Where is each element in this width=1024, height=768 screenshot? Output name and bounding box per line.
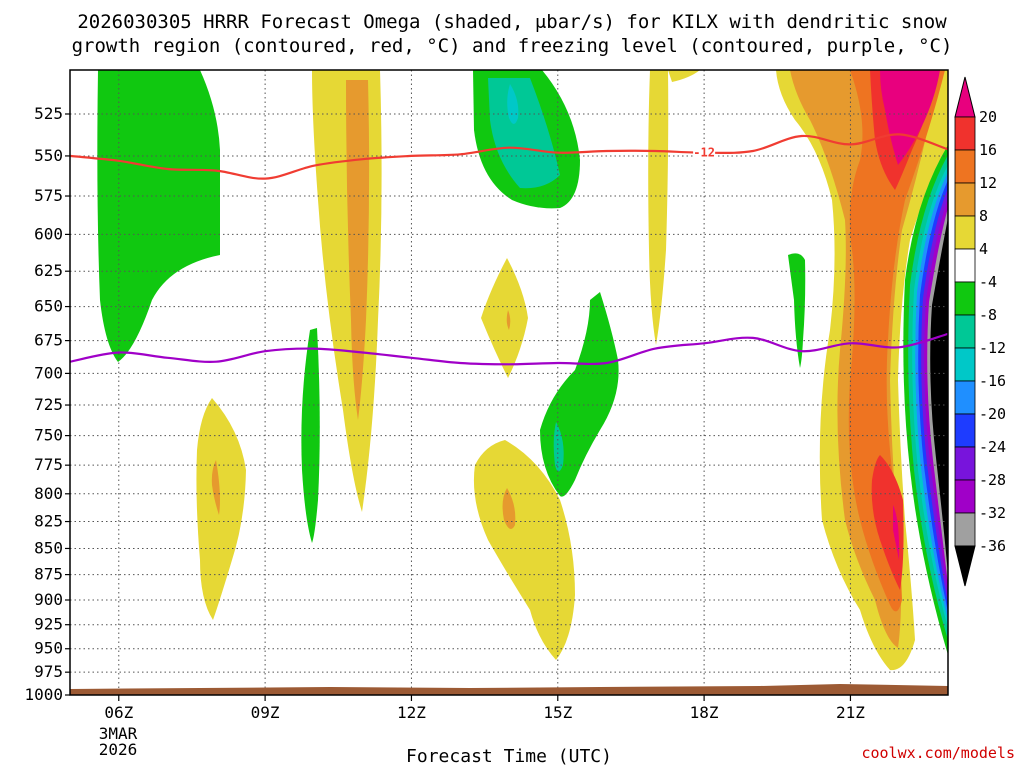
colorbar-swatch xyxy=(954,116,976,151)
dgz-contour-label: -12 xyxy=(693,146,715,160)
omega-area-yellow-diamond xyxy=(481,258,528,378)
y-tick-label: 950 xyxy=(34,639,63,658)
omega-area-green-column-a xyxy=(301,328,320,543)
freezing-level-contour-line xyxy=(70,332,948,366)
omega-area-magenta-late xyxy=(880,70,940,165)
colorbar-swatch xyxy=(954,380,976,415)
colorbar-label: -12 xyxy=(979,339,1006,357)
dgz-contour-line xyxy=(70,133,948,180)
y-tick-label: 750 xyxy=(34,426,63,445)
y-tick-label: 575 xyxy=(34,186,63,205)
omega-area-teal-upper-mid xyxy=(488,78,560,189)
colorbar-swatch xyxy=(954,446,976,481)
colorbar-swatch xyxy=(954,347,976,382)
credit-text: coolwx.com/models xyxy=(861,744,1015,762)
omega-area-yellow-lower-mid xyxy=(473,440,575,660)
omega-area-orange-lower-left xyxy=(211,460,220,515)
x-axis-title: Forecast Time (UTC) xyxy=(406,746,612,767)
grid-lines xyxy=(70,70,948,695)
chart-title-line-1: 2026030305 HRRR Forecast Omega (shaded, … xyxy=(77,11,947,33)
colorbar-swatch-top xyxy=(954,76,976,118)
omega-area-magenta-late-lower xyxy=(893,505,900,560)
x-tick-label: 09Z xyxy=(251,703,280,722)
y-tick-label: 825 xyxy=(34,512,63,531)
colorbar-label: -28 xyxy=(979,471,1006,489)
colorbar-label: 16 xyxy=(979,141,997,159)
omega-area-green-20z xyxy=(788,253,806,368)
colorbar-swatch xyxy=(954,215,976,250)
colorbar-label: 8 xyxy=(979,207,988,225)
colorbar-swatch xyxy=(954,479,976,514)
colorbar-swatch xyxy=(954,413,976,448)
y-tick-label: 675 xyxy=(34,331,63,350)
omega-area-yellow-17z-top xyxy=(668,70,700,82)
colorbar-swatch xyxy=(954,182,976,217)
colorbar-swatch xyxy=(954,281,976,316)
omega-area-teal-mid-column xyxy=(553,422,564,472)
omega-area-orange-column-1 xyxy=(346,80,370,420)
colorbar-label: 12 xyxy=(979,174,997,192)
colorbar-label: -24 xyxy=(979,438,1006,456)
colorbar-swatch xyxy=(954,314,976,349)
y-tick-label: 525 xyxy=(34,104,63,123)
omega-area-red-late-lower xyxy=(871,455,904,590)
ground-surface xyxy=(70,684,948,695)
y-tick-label: 550 xyxy=(34,146,63,165)
colorbar-label: -8 xyxy=(979,306,997,324)
x-tick-label: 12Z xyxy=(397,703,426,722)
date-label-year: 2026 xyxy=(99,740,138,759)
x-tick-label: 21Z xyxy=(836,703,865,722)
plot-frame xyxy=(69,69,949,696)
omega-area-yellow-17z xyxy=(648,70,669,345)
colorbar: 20 16 12 8 4 -4 -8 -12 -16 -20 -24 -28 -32 -36 xyxy=(954,76,1006,587)
y-axis: 525 550 575 600 625 650 675 700 725 750 775 800 825 8… xyxy=(24,104,70,704)
colorbar-label: 20 xyxy=(979,108,997,126)
omega-area-yellow-lower-left xyxy=(196,398,246,620)
colorbar-swatch-bottom xyxy=(954,545,976,587)
y-tick-label: 625 xyxy=(34,261,63,280)
x-tick-label: 15Z xyxy=(543,703,572,722)
chart-title-line-2: growth region (contoured, red, °C) and f… xyxy=(72,35,953,57)
x-axis: 06Z 09Z 12Z 15Z 18Z 21Z xyxy=(104,695,865,722)
colorbar-label: -36 xyxy=(979,537,1006,555)
y-tick-label: 725 xyxy=(34,395,63,414)
colorbar-label: -16 xyxy=(979,372,1006,390)
dgz-contour-label-background xyxy=(693,145,716,160)
y-tick-label: 600 xyxy=(34,224,63,243)
colorbar-label: -4 xyxy=(979,273,997,291)
y-tick-label: 925 xyxy=(34,615,63,634)
y-tick-label: 875 xyxy=(34,565,63,584)
date-label-month: 3MAR xyxy=(99,724,138,743)
colorbar-label: 4 xyxy=(979,240,988,258)
y-tick-label: 1000 xyxy=(24,685,63,704)
colorbar-label: -32 xyxy=(979,504,1006,522)
y-tick-label: 850 xyxy=(34,538,63,557)
y-tick-label: 975 xyxy=(34,662,63,681)
y-tick-label: 650 xyxy=(34,297,63,316)
y-tick-label: 800 xyxy=(34,484,63,503)
y-tick-label: 775 xyxy=(34,455,63,474)
omega-area-orange-lower-mid xyxy=(502,488,516,529)
x-tick-label: 06Z xyxy=(104,703,133,722)
omega-shading xyxy=(97,70,948,671)
omega-area-orange-diamond xyxy=(506,310,511,330)
omega-area-green-early xyxy=(97,70,220,362)
x-tick-label: 18Z xyxy=(690,703,719,722)
y-tick-label: 900 xyxy=(34,590,63,609)
colorbar-swatch xyxy=(954,248,976,283)
colorbar-swatch xyxy=(954,149,976,184)
colorbar-swatch xyxy=(954,512,976,547)
y-tick-label: 700 xyxy=(34,363,63,382)
colorbar-label: -20 xyxy=(979,405,1006,423)
